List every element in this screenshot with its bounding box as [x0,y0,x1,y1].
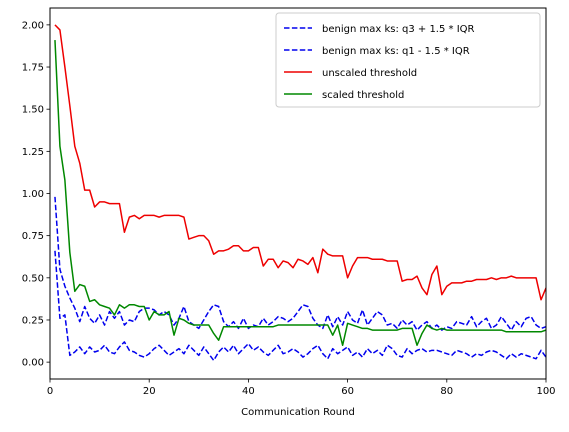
y-tick-label: 1.50 [22,105,44,116]
legend: benign max ks: q3 + 1.5 * IQR benign max … [275,12,541,108]
y-tick-label: 1.75 [22,63,44,74]
y-tick-label: 0.50 [22,273,44,284]
y-tick-label: 1.00 [22,189,44,200]
x-tick-label: 60 [341,386,354,397]
series-line-1 [54,196,546,331]
legend-label: scaled threshold [322,90,404,101]
legend-label: benign max ks: q3 + 1.5 * IQR [322,24,475,35]
x-axis-title: Communication Round [241,407,355,418]
x-tick-label: 100 [536,386,555,397]
series-line-2 [54,250,546,362]
y-tick-label: 1.25 [22,147,44,158]
x-tick-label: 0 [47,386,53,397]
legend-label: benign max ks: q1 - 1.5 * IQR [322,46,470,57]
series-line-3 [54,24,546,301]
legend-box [275,12,541,108]
x-axis: 0 20 40 60 80 100 [47,379,556,397]
y-tick-label: 0.25 [22,315,44,326]
y-tick-label: 2.00 [22,20,44,31]
plot-area [54,24,546,362]
y-tick-label: 0.75 [22,231,44,242]
series-line-4 [54,40,546,347]
legend-label: unscaled threshold [322,68,417,79]
x-tick-label: 40 [242,386,255,397]
x-tick-label: 20 [143,386,156,397]
y-axis: 0.00 0.25 0.50 0.75 1.00 1.25 1.50 1.75 2.00 [22,20,50,369]
y-tick-label: 0.00 [22,358,44,369]
x-tick-label: 80 [440,386,453,397]
